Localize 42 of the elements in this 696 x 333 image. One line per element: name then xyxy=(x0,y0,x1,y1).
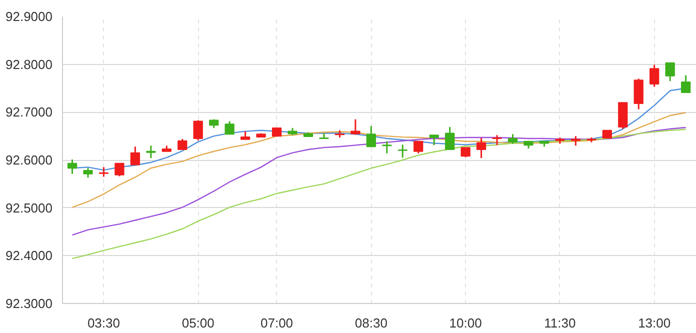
candlestick xyxy=(398,144,408,158)
line-series xyxy=(72,128,686,260)
y-tick-label: 92.3000 xyxy=(6,296,53,311)
y-tick-label: 92.8000 xyxy=(6,56,53,72)
x-tick-label: 13:00 xyxy=(638,316,671,330)
candlestick xyxy=(476,137,486,159)
candlestick xyxy=(67,158,78,175)
candlestick xyxy=(680,74,691,94)
candlestick xyxy=(492,134,502,146)
x-tick-label: 03:30 xyxy=(87,316,120,330)
candlestick xyxy=(508,133,518,144)
candlestick xyxy=(350,118,360,136)
candlestick xyxy=(414,140,424,154)
line-series xyxy=(72,126,686,236)
candlestick xyxy=(570,135,581,146)
y-tick-label: 92.9000 xyxy=(6,9,53,24)
y-tick-label: 92.7000 xyxy=(6,104,53,120)
x-tick-label: 10:00 xyxy=(449,316,482,330)
candlestick xyxy=(130,146,140,166)
x-tick-label: 11:30 xyxy=(544,316,576,330)
candlestick xyxy=(650,64,660,88)
candlestick xyxy=(460,146,470,158)
candlestick xyxy=(193,120,203,142)
candlestick xyxy=(429,134,439,146)
candlestick xyxy=(444,126,455,150)
y-tick-label: 92.4000 xyxy=(6,248,53,264)
candlestick xyxy=(114,162,124,178)
candlestick xyxy=(382,140,392,154)
line-series xyxy=(72,112,686,208)
candlestick xyxy=(665,62,675,82)
candlestick xyxy=(634,78,644,110)
candlestick xyxy=(83,167,93,178)
x-tick-label: 05:00 xyxy=(182,316,214,330)
y-tick-label: 92.5000 xyxy=(6,200,53,216)
y-tick-label: 92.6000 xyxy=(6,152,53,168)
candlestick xyxy=(146,144,156,159)
candlestick xyxy=(98,166,109,178)
candlestick xyxy=(366,125,376,148)
candlestick xyxy=(224,120,234,136)
x-tick-label: 07:00 xyxy=(260,316,294,330)
candlestick xyxy=(178,138,188,150)
x-tick-label: 08:30 xyxy=(354,316,388,330)
